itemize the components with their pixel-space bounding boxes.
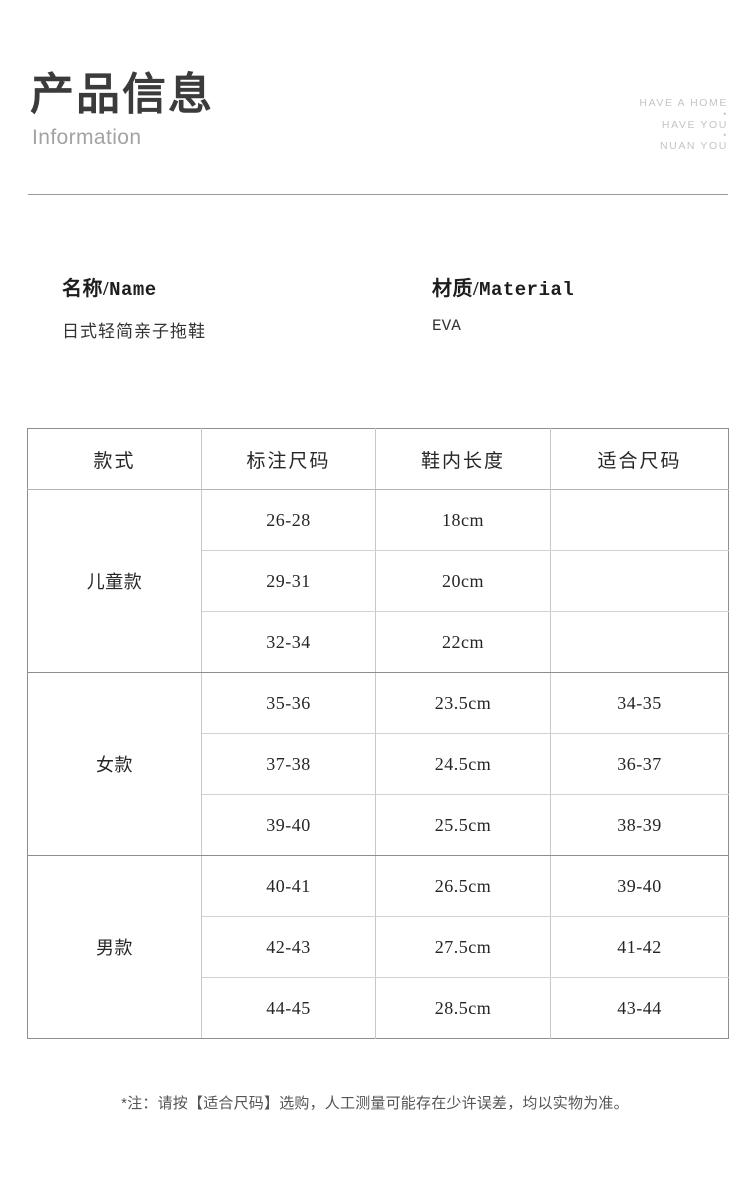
slogan-dot-icon-2: • (723, 130, 728, 140)
cell-inner-length: 20cm (375, 550, 551, 612)
table-row: 44-45 28.5cm 43-44 (28, 977, 729, 1039)
cell-fit-size: 41-42 (550, 916, 729, 978)
cell-inner-length: 24.5cm (375, 733, 551, 795)
table-header-row: 款式 标注尺码 鞋内长度 适合尺码 (27, 428, 729, 490)
cell-inner-length: 27.5cm (375, 916, 551, 978)
table-row: 39-40 25.5cm 38-39 (28, 794, 729, 856)
page-subtitle: Information (32, 126, 142, 150)
column-header-inner-length: 鞋内长度 (375, 428, 551, 490)
cell-fit-size (550, 550, 729, 612)
table-row: 儿童款 26-28 18cm (27, 489, 729, 673)
cell-inner-length: 26.5cm (375, 855, 551, 917)
cell-fit-size: 36-37 (550, 733, 729, 795)
table-row: 29-31 20cm (28, 550, 729, 612)
cell-marked-size: 35-36 (201, 672, 376, 734)
cell-fit-size: 34-35 (550, 672, 729, 734)
cell-fit-size (550, 489, 729, 551)
cell-fit-size: 38-39 (550, 794, 729, 856)
table-row: 男款 40-41 26.5cm 39-40 (27, 855, 729, 1039)
info-field-name: 名称/Name 日式轻简亲子拖鞋 (0, 272, 375, 342)
product-info-section: 名称/Name 日式轻简亲子拖鞋 材质/Material EVA (0, 272, 750, 342)
cell-marked-size: 29-31 (201, 550, 376, 612)
info-label-name-lat: Name (109, 279, 157, 301)
cell-inner-length: 25.5cm (375, 794, 551, 856)
table-row: 女款 35-36 23.5cm 34-35 (27, 672, 729, 856)
header-divider (28, 194, 728, 195)
column-header-fit-size: 适合尺码 (550, 428, 729, 490)
group-label-kids: 儿童款 (27, 489, 202, 673)
cell-marked-size: 40-41 (201, 855, 376, 917)
cell-marked-size: 37-38 (201, 733, 376, 795)
column-header-style: 款式 (27, 428, 202, 490)
size-note: *注：请按【适合尺码】选购，人工测量可能存在少许误差，均以实物为准。 (121, 1095, 629, 1112)
info-label-name-cn: 名称/ (62, 278, 110, 300)
table-row: 32-34 22cm (28, 611, 729, 673)
group-label-women: 女款 (27, 672, 202, 856)
slogan-line-2: HAVE YOU (661, 118, 728, 131)
slogan-line-3: NUAN YOU (659, 140, 728, 152)
title-block: 产品信息 Information (30, 70, 214, 150)
page-header: 产品信息 Information HAVE A HOME • HAVE YOU … (0, 0, 750, 196)
info-label-material-cn: 材质/ (432, 278, 480, 300)
cell-inner-length: 18cm (375, 489, 551, 551)
cell-marked-size: 26-28 (201, 489, 376, 551)
column-header-marked-size: 标注尺码 (201, 428, 376, 490)
cell-marked-size: 39-40 (201, 794, 376, 856)
cell-fit-size: 39-40 (550, 855, 729, 917)
cell-inner-length: 23.5cm (375, 672, 551, 734)
cell-fit-size: 43-44 (617, 997, 662, 1018)
cell-fit-size (550, 611, 729, 673)
cell-marked-size: 44-45 (201, 977, 376, 1039)
table-row: 37-38 24.5cm 36-37 (28, 733, 729, 795)
info-label-name: 名称/Name (62, 272, 375, 301)
cell-marked-size: 42-43 (201, 916, 376, 978)
page-title: 产品信息 (30, 70, 214, 119)
brand-slogan: HAVE A HOME • HAVE YOU • NUAN YOU (639, 98, 728, 152)
table-row: 42-43 27.5cm 41-42 (28, 916, 729, 978)
info-label-material-lat: Material (479, 279, 575, 301)
cell-marked-size: 32-34 (201, 611, 376, 673)
info-field-material: 材质/Material EVA (375, 272, 750, 342)
cell-inner-length: 22cm (375, 611, 551, 673)
info-label-material: 材质/Material (432, 272, 750, 301)
slogan-dot-icon-1: • (723, 108, 728, 119)
cell-inner-length: 28.5cm (375, 977, 551, 1039)
slogan-line-1: HAVE A HOME (639, 97, 728, 109)
info-value-material: EVA (432, 317, 461, 335)
info-value-name: 日式轻简亲子拖鞋 (62, 322, 206, 341)
group-label-men: 男款 (27, 855, 202, 1039)
size-chart-table: 款式 标注尺码 鞋内长度 适合尺码 儿童款 26-28 18cm 29-31 2… (27, 428, 729, 1039)
